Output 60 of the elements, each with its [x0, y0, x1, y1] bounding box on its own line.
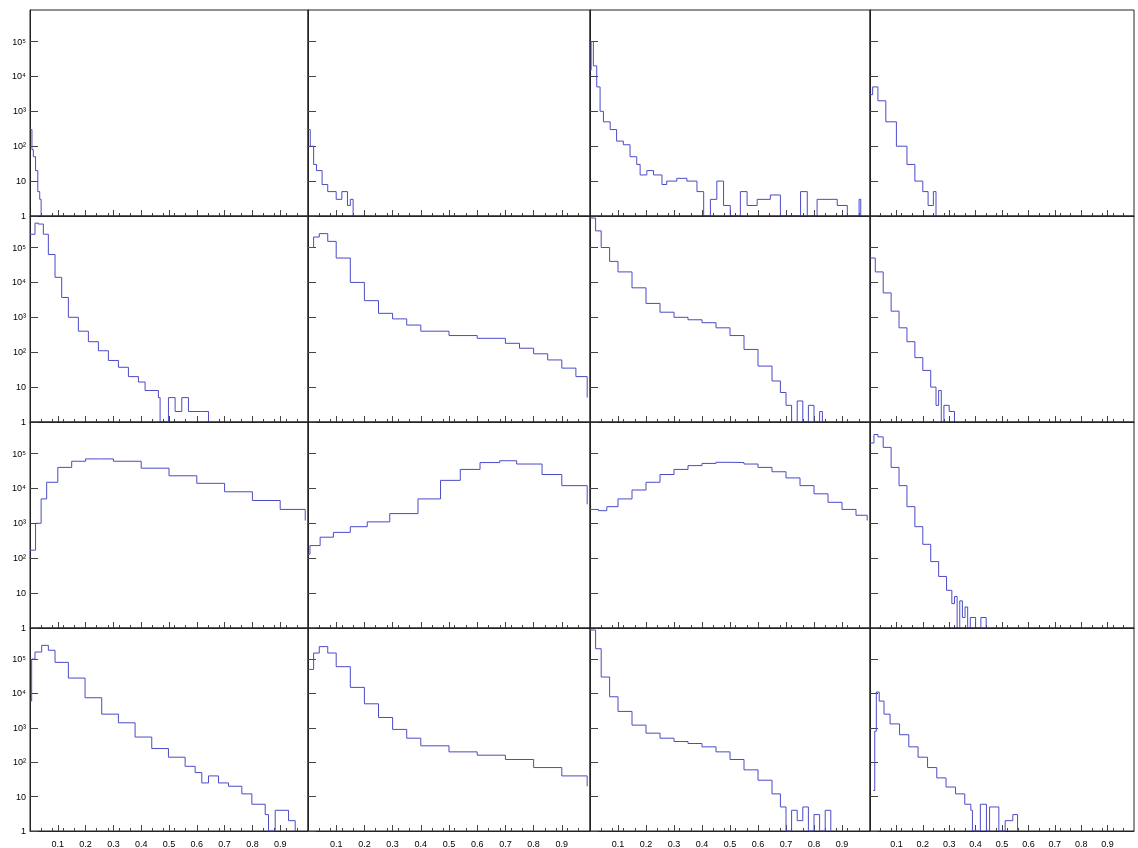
x-tick-label: 0.9: [273, 838, 287, 848]
x-tick-label: 0.2: [358, 838, 371, 848]
y-tick-label: 10³: [12, 106, 26, 117]
y-tick-label: 10⁴: [12, 71, 27, 82]
x-tick-label: 0.3: [942, 838, 956, 848]
x-tick-label: 0.8: [527, 838, 540, 848]
y-tick-label: 10⁵: [12, 242, 27, 253]
y-tick-label: 1: [20, 826, 26, 836]
x-tick-label: 0.4: [134, 838, 148, 848]
y-tick-label: 10³: [12, 518, 26, 529]
y-tick-label: 10: [15, 382, 26, 393]
x-tick-label: 0.8: [1074, 838, 1088, 848]
x-tick-label: 0.7: [1048, 838, 1062, 848]
x-tick-label: 0.7: [499, 838, 512, 848]
y-tick-label: 10: [15, 791, 26, 802]
x-tick-label: 0.5: [723, 838, 737, 848]
y-tick-label: 10⁴: [12, 277, 27, 288]
y-tick-label: 10⁵: [12, 448, 27, 459]
x-tick-label: 0.2: [79, 838, 92, 848]
x-tick-label: 0.5: [162, 838, 176, 848]
x-tick-label: 0.6: [1022, 838, 1035, 848]
y-tick-label: 10⁵: [12, 654, 27, 665]
y-tick-label: 10³: [12, 722, 26, 733]
x-tick-label: 0.6: [470, 838, 484, 848]
x-tick-label: 0.9: [555, 838, 569, 848]
y-tick-label: 10²: [12, 553, 26, 564]
x-tick-label: 0.2: [916, 838, 930, 848]
x-tick-label: 0.3: [667, 838, 681, 848]
y-tick-label: 10²: [12, 141, 26, 152]
y-tick-label: 10: [15, 176, 26, 187]
y-tick-label: 10⁴: [12, 483, 27, 494]
y-tick-label: 1: [20, 417, 26, 427]
x-tick-label: 0.3: [386, 838, 399, 848]
y-tick-label: 10⁴: [12, 688, 27, 699]
x-tick-label: 0.6: [751, 838, 765, 848]
x-tick-label: 0.4: [695, 838, 709, 848]
x-tick-label: 0.1: [51, 838, 65, 848]
x-tick-label: 0.1: [611, 838, 625, 848]
x-tick-label: 0.8: [246, 838, 259, 848]
y-tick-label: 10³: [12, 312, 26, 323]
x-tick-label: 0.1: [890, 838, 903, 848]
x-tick-label: 0.9: [1101, 838, 1114, 848]
x-tick-label: 0.8: [807, 838, 821, 848]
y-tick-label: 10⁵: [12, 36, 27, 47]
y-tick-label: 10²: [12, 757, 26, 768]
x-tick-label: 0.6: [190, 838, 204, 848]
y-tick-label: 1: [20, 623, 26, 633]
y-tick-label: 10: [15, 588, 26, 599]
x-tick-label: 0.4: [969, 838, 982, 848]
x-tick-label: 0.1: [329, 838, 343, 848]
x-tick-label: 0.9: [835, 838, 849, 848]
y-tick-label: 1: [20, 211, 26, 221]
x-tick-label: 0.7: [779, 838, 793, 848]
y-tick-label: 10²: [12, 347, 26, 358]
x-tick-label: 0.3: [107, 838, 120, 848]
x-tick-label: 0.2: [639, 838, 653, 848]
x-tick-label: 0.4: [414, 838, 428, 848]
x-tick-label: 0.5: [995, 838, 1009, 848]
x-tick-label: 0.7: [218, 838, 231, 848]
x-tick-label: 0.5: [442, 838, 456, 848]
